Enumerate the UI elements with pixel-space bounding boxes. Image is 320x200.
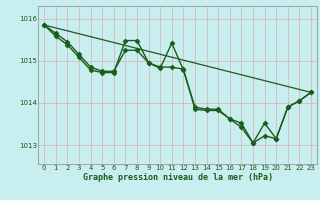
X-axis label: Graphe pression niveau de la mer (hPa): Graphe pression niveau de la mer (hPa) bbox=[83, 173, 273, 182]
